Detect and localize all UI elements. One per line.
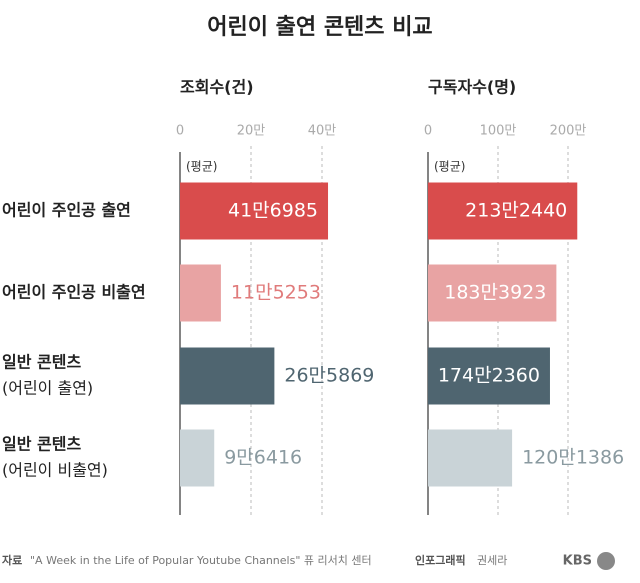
bar — [180, 264, 221, 322]
source-label: 자료 — [2, 553, 22, 567]
credit-label: 인포그래픽 — [415, 553, 466, 567]
credit: 권세라 — [477, 554, 507, 567]
x-tick-label: 0 — [176, 124, 184, 139]
category-label: 일반 콘텐츠 — [2, 353, 81, 372]
value-label: 41만6985 — [228, 200, 318, 222]
value-label: 11만5253 — [231, 282, 321, 304]
x-tick-label: 40만 — [308, 124, 337, 139]
bar — [180, 429, 215, 487]
category-label: 일반 콘텐츠 — [2, 435, 81, 454]
bar — [428, 264, 557, 322]
bar — [180, 347, 275, 405]
chart-title: 어린이 출연 콘텐츠 비교 — [207, 15, 432, 40]
x-tick-label: 20만 — [237, 124, 266, 139]
value-label: 183만3923 — [444, 282, 546, 304]
value-label: 9만6416 — [224, 447, 302, 469]
x-tick-label: 0 — [424, 124, 432, 139]
value-label: 174만2360 — [438, 365, 540, 387]
annotation: (평균) — [434, 160, 465, 174]
category-label: (어린이 출연) — [2, 379, 93, 398]
x-tick-label: 100만 — [480, 124, 517, 139]
category-label: 어린이 주인공 출연 — [2, 201, 131, 220]
category-label: (어린이 비출연) — [2, 461, 108, 480]
value-label: 213만2440 — [465, 200, 567, 222]
logo: KBS — [563, 554, 592, 569]
x-tick-label: 200만 — [550, 124, 587, 139]
logo-icon — [597, 552, 615, 570]
bar — [428, 182, 578, 240]
value-label: 120만1386 — [522, 447, 624, 469]
bar — [428, 429, 513, 487]
bar — [180, 182, 329, 240]
panel-title: 조회수(건) — [180, 78, 254, 97]
value-label: 26만5869 — [284, 365, 374, 387]
source: "A Week in the Life of Popular Youtube C… — [30, 554, 372, 567]
category-label: 어린이 주인공 비출연 — [2, 283, 146, 302]
panel-title: 구독자수(명) — [428, 78, 516, 97]
annotation: (평균) — [186, 160, 217, 174]
bar — [428, 347, 550, 405]
